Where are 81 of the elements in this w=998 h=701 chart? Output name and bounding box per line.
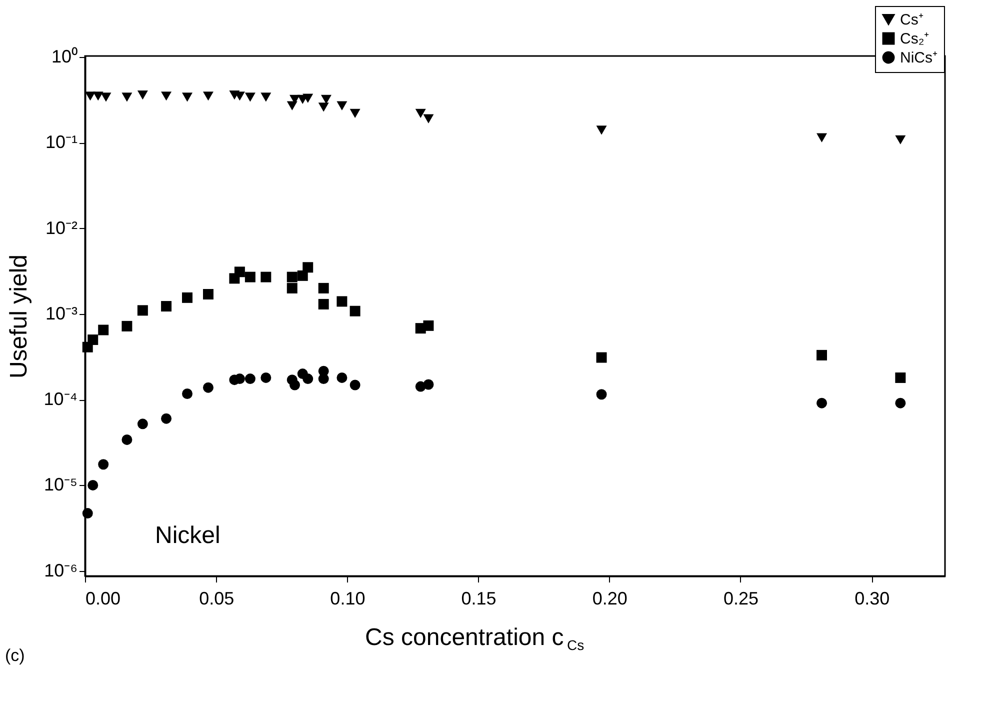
point	[260, 92, 272, 102]
point	[895, 398, 906, 408]
point	[137, 305, 148, 316]
y-tick-label: 10⁻⁶	[44, 560, 78, 580]
point	[85, 92, 96, 101]
point	[336, 372, 348, 383]
point	[98, 324, 109, 336]
y-tick-label: 10⁻⁵	[44, 474, 78, 495]
point	[320, 94, 332, 104]
point	[122, 320, 132, 332]
point	[88, 480, 98, 490]
point	[82, 508, 93, 519]
point	[202, 382, 214, 393]
point	[596, 126, 607, 135]
point	[244, 92, 256, 102]
point	[98, 459, 109, 470]
point	[286, 282, 298, 294]
point	[302, 374, 314, 384]
point	[350, 380, 360, 390]
point	[88, 334, 98, 345]
y-tick-label: 10⁻⁴	[44, 389, 78, 410]
point	[816, 398, 828, 408]
point	[895, 135, 906, 144]
legend-label: Cs⁺	[900, 12, 924, 28]
point	[100, 92, 112, 102]
point	[318, 102, 329, 112]
y-tick-label: 10⁻³	[45, 303, 78, 324]
point	[423, 379, 434, 390]
x-tick-label: 0.25	[723, 588, 759, 608]
point	[137, 90, 148, 100]
point	[336, 101, 348, 110]
y-tick-label: 10⁻²	[45, 218, 78, 238]
point	[244, 272, 256, 282]
point	[234, 266, 245, 278]
point	[318, 298, 329, 310]
point	[415, 108, 426, 118]
point	[202, 92, 214, 101]
point	[161, 413, 172, 424]
point	[596, 389, 607, 400]
x-tick-label: 0.20	[592, 588, 628, 608]
point	[302, 262, 314, 273]
point	[423, 320, 434, 331]
point	[816, 133, 828, 142]
point	[202, 288, 214, 300]
x-tick-label: 0.15	[461, 588, 496, 608]
point	[122, 92, 132, 102]
y-tick-label: 10⁰	[51, 46, 78, 67]
point	[260, 372, 272, 383]
point	[596, 352, 607, 363]
point	[895, 372, 906, 383]
point	[336, 296, 348, 307]
point	[92, 92, 104, 101]
point	[182, 292, 192, 303]
point	[182, 92, 192, 102]
point	[260, 272, 272, 282]
x-tick-label: 0.30	[854, 588, 890, 608]
point	[297, 270, 308, 281]
text: (c)	[5, 646, 25, 665]
x-tick-label: 0.10	[330, 588, 366, 608]
point	[244, 374, 256, 384]
point	[350, 108, 360, 118]
annotation: Nickel	[155, 522, 220, 549]
point	[816, 350, 828, 360]
y-axis-title: Useful yield	[6, 254, 33, 379]
x-tick-label: 0.05	[199, 588, 234, 608]
point	[350, 306, 360, 316]
legend-label: NiCs⁺	[900, 50, 938, 66]
point	[137, 418, 148, 430]
point	[161, 92, 172, 101]
point	[182, 388, 192, 399]
point	[302, 94, 314, 103]
y-tick-label: 10⁻¹	[45, 132, 78, 152]
legend-label: Cs₂⁺	[900, 30, 930, 48]
x-tick-label: 0.00	[86, 588, 121, 608]
point	[318, 374, 329, 384]
point	[161, 301, 172, 312]
point	[286, 272, 298, 282]
point	[423, 114, 434, 124]
point	[318, 282, 329, 294]
point	[290, 380, 300, 390]
point	[122, 434, 132, 445]
